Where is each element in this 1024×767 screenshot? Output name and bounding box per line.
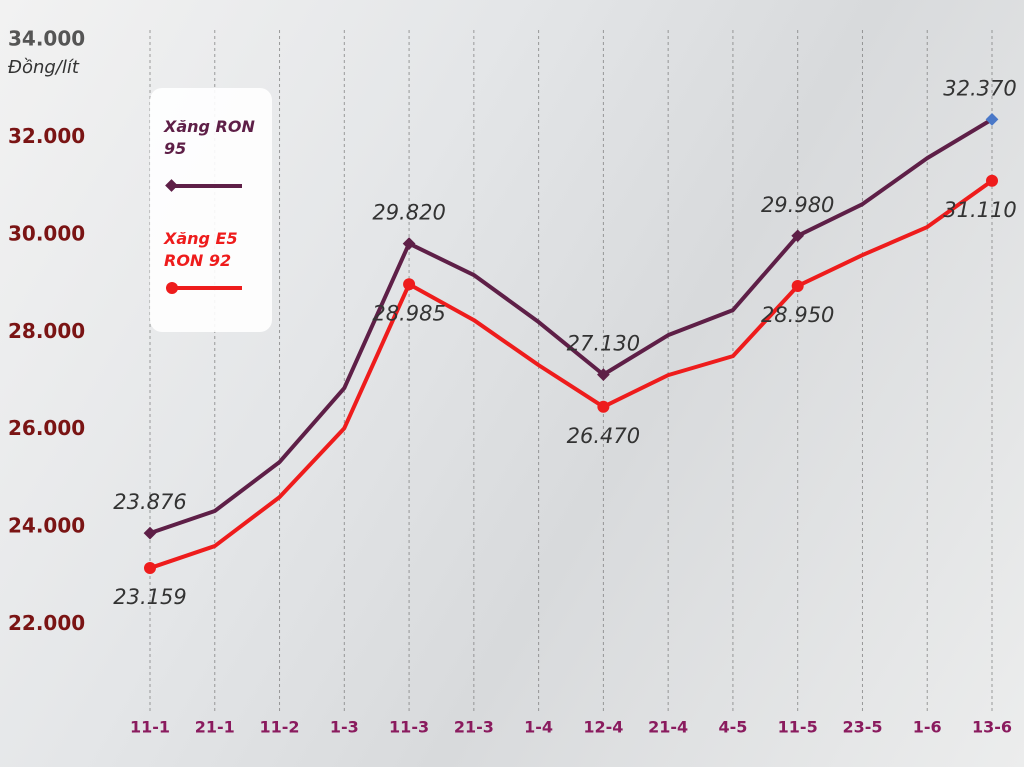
point-marker [597,400,610,413]
data-label: 23.876 [113,490,186,514]
x-tick-label: 1-6 [913,718,942,737]
point-marker [791,279,804,292]
legend: Xăng RON 95 Xăng E5 RON 92 [150,88,272,332]
y-tick-label: 34.000 [8,27,85,51]
data-label: 32.370 [943,76,1016,100]
x-tick-label: 1-3 [330,718,359,737]
x-tick-label: 11-1 [130,718,170,737]
data-label: 28.985 [372,301,445,325]
x-tick-label: 21-3 [454,718,494,737]
x-tick-label: 21-1 [195,718,235,737]
legend-marker [165,179,178,192]
x-tick-label: 13-6 [972,718,1012,737]
x-tick-label: 1-4 [524,718,553,737]
x-tick-label: 4-5 [718,718,747,737]
y-tick-label: 30.000 [8,221,85,245]
y-tick-label: 22.000 [8,611,85,635]
y-unit: Đồng/lít [8,57,80,78]
x-tick-label: 23-5 [842,718,882,737]
x-tick-label: 11-3 [389,718,429,737]
x-tick-label: 11-5 [778,718,818,737]
data-label: 26.470 [567,424,640,448]
point-marker [403,278,416,291]
data-label: 29.980 [761,193,834,217]
data-label: 31.110 [943,198,1016,222]
x-tick-label: 12-4 [583,718,623,737]
legend-label: Xăng RON 95 [164,117,255,158]
series-line [149,117,994,536]
data-label: 28.950 [761,303,834,327]
data-label: 27.130 [567,332,640,356]
point-marker [986,174,998,187]
data-label: 29.820 [372,201,445,225]
x-tick-label: 11-2 [260,718,300,737]
series-line [149,179,994,570]
legend-label: Xăng E5 RON 92 [164,229,238,270]
x-tick-label: 21-4 [648,718,688,737]
y-tick-label: 24.000 [8,514,85,538]
point-marker [402,237,416,250]
y-tick-label: 32.000 [8,124,85,148]
legend-marker [166,282,178,294]
y-tick-label: 28.000 [8,319,85,343]
data-label: 23.159 [113,585,186,609]
point-marker [144,562,156,575]
point-marker [143,526,157,540]
y-tick-label: 26.000 [8,416,85,440]
legend-keys [165,179,242,294]
